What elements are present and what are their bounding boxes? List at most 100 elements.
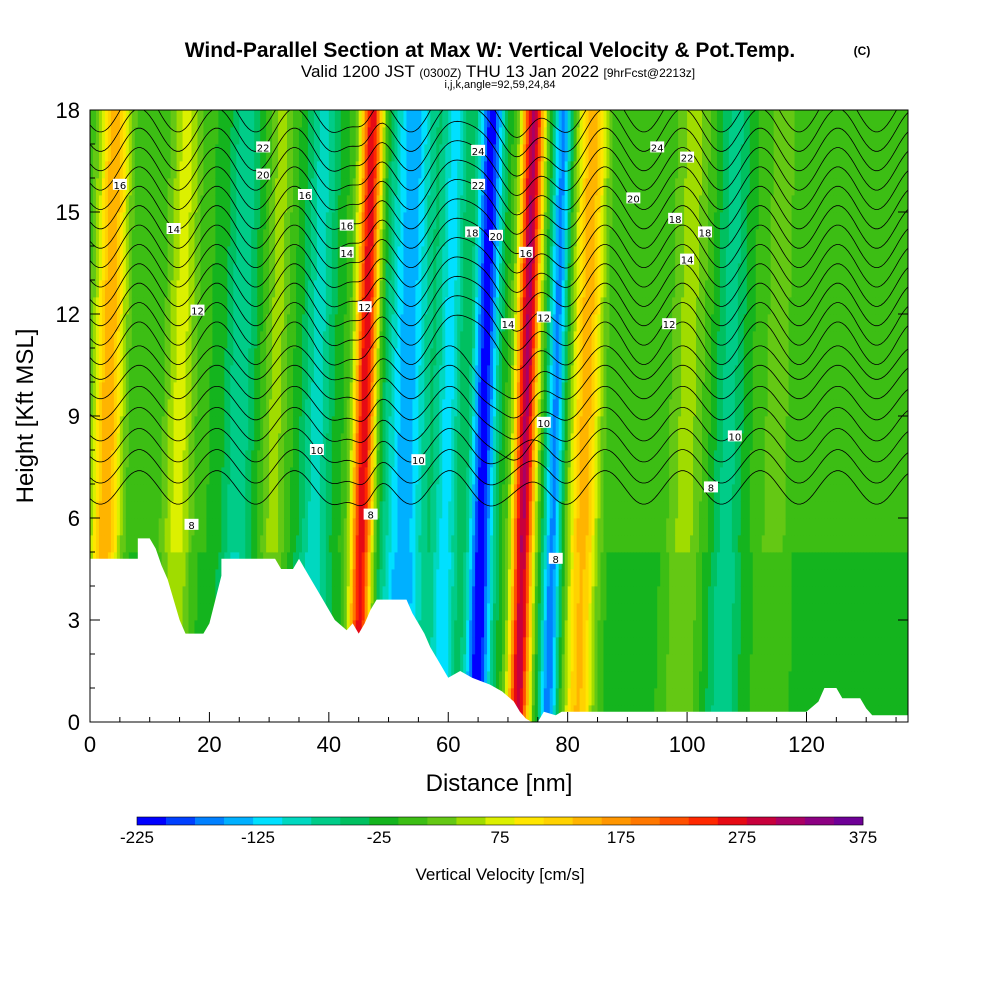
velocity-cell (266, 348, 270, 366)
velocity-cell (284, 467, 288, 485)
velocity-cell (301, 127, 306, 145)
velocity-cell (349, 467, 354, 485)
velocity-cell (146, 399, 151, 417)
velocity-cell (367, 110, 372, 128)
velocity-cell (134, 348, 139, 366)
velocity-cell (179, 569, 183, 587)
velocity-cell (155, 246, 160, 264)
velocity-cell (158, 348, 163, 366)
velocity-cell (134, 484, 139, 502)
velocity-cell (313, 569, 318, 587)
velocity-cell (203, 348, 207, 366)
velocity-cell (328, 569, 333, 587)
velocity-cell (499, 280, 503, 298)
velocity-cell (146, 229, 151, 247)
velocity-cell (284, 365, 288, 383)
velocity-cell (451, 569, 455, 587)
velocity-cell (236, 263, 240, 281)
velocity-cell (176, 161, 180, 179)
velocity-cell (319, 501, 324, 519)
velocity-cell (107, 433, 112, 451)
velocity-cell (325, 348, 330, 366)
velocity-cell (501, 552, 506, 570)
velocity-cell (499, 569, 503, 587)
velocity-cell (248, 110, 252, 128)
velocity-cell (307, 552, 312, 570)
velocity-cell (140, 280, 145, 298)
velocity-cell (358, 484, 363, 502)
velocity-cell (239, 399, 243, 417)
velocity-cell (376, 195, 380, 213)
velocity-cell (325, 297, 330, 315)
velocity-cell (409, 484, 413, 502)
velocity-cell (370, 569, 375, 587)
velocity-cell (421, 161, 425, 179)
velocity-cell (391, 518, 395, 536)
velocity-cell (275, 229, 279, 247)
velocity-cell (385, 263, 389, 281)
velocity-cell (412, 212, 416, 230)
velocity-cell (95, 365, 100, 383)
velocity-cell (424, 178, 428, 196)
velocity-cell (116, 467, 121, 485)
velocity-cell (173, 586, 177, 604)
velocity-cell (337, 518, 342, 536)
velocity-cell (394, 348, 398, 366)
velocity-cell (355, 518, 360, 536)
velocity-cell (281, 127, 285, 145)
velocity-cell (110, 297, 115, 315)
velocity-cell (284, 535, 288, 553)
velocity-cell (155, 195, 160, 213)
velocity-cell (98, 110, 103, 128)
velocity-cell (424, 620, 428, 638)
velocity-cell (119, 399, 124, 417)
velocity-cell (107, 212, 112, 230)
velocity-cell (355, 399, 360, 417)
velocity-cell (481, 348, 485, 366)
velocity-cell (260, 399, 264, 417)
velocity-cell (122, 246, 127, 264)
velocity-cell (90, 178, 94, 196)
velocity-cell (340, 569, 345, 587)
velocity-cell (194, 331, 198, 349)
velocity-cell (242, 416, 246, 434)
velocity-cell (203, 297, 207, 315)
velocity-cell (460, 246, 464, 264)
velocity-cell (388, 467, 392, 485)
velocity-cell (188, 433, 192, 451)
velocity-cell (137, 382, 142, 400)
velocity-cell (340, 314, 345, 332)
velocity-cell (442, 399, 446, 417)
velocity-cell (158, 518, 163, 536)
velocity-cell (484, 348, 488, 366)
velocity-cell (334, 195, 339, 213)
velocity-cell (307, 314, 312, 332)
velocity-cell (481, 416, 485, 434)
velocity-cell (472, 161, 476, 179)
velocity-cell (122, 518, 127, 536)
velocity-cell (149, 297, 154, 315)
velocity-cell (209, 365, 213, 383)
velocity-cell (490, 399, 494, 417)
velocity-cell (391, 535, 395, 553)
velocity-cell (176, 178, 180, 196)
velocity-cell (469, 433, 473, 451)
velocity-cell (215, 161, 219, 179)
velocity-cell (152, 144, 157, 162)
velocity-cell (95, 467, 100, 485)
velocity-cell (251, 535, 255, 553)
velocity-cell (254, 365, 258, 383)
velocity-cell (397, 535, 401, 553)
velocity-cell (490, 127, 494, 145)
velocity-cell (460, 178, 464, 196)
velocity-cell (239, 433, 243, 451)
velocity-cell (445, 518, 449, 536)
velocity-cell (203, 501, 207, 519)
velocity-cell (176, 382, 180, 400)
velocity-cell (370, 518, 375, 536)
velocity-cell (349, 535, 354, 553)
velocity-cell (263, 246, 267, 264)
velocity-cell (239, 280, 243, 298)
velocity-cell (325, 314, 330, 332)
velocity-cell (251, 110, 255, 128)
